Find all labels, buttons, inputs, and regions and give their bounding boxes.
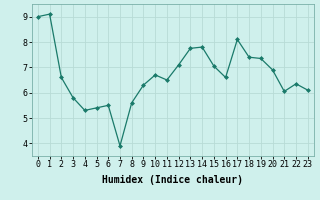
X-axis label: Humidex (Indice chaleur): Humidex (Indice chaleur): [102, 175, 243, 185]
